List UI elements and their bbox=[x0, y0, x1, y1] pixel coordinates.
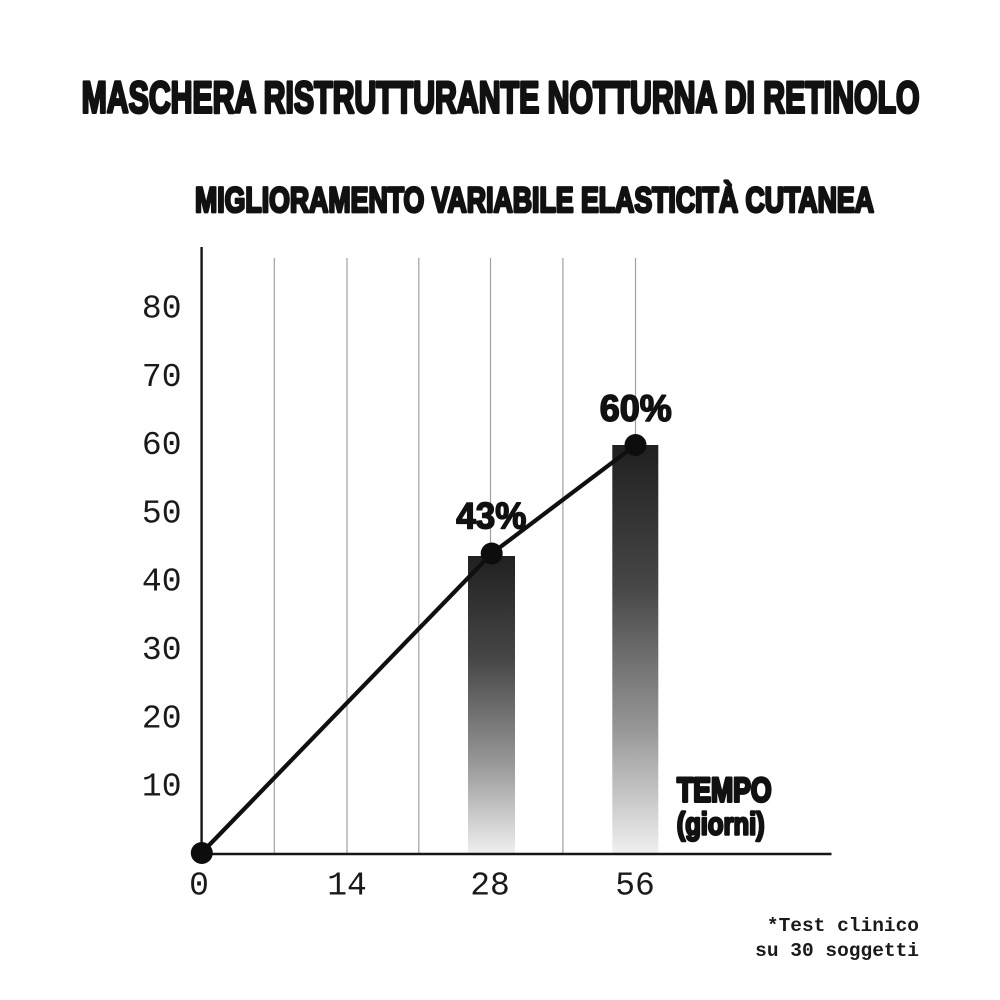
svg-text:28: 28 bbox=[470, 868, 510, 905]
svg-text:30: 30 bbox=[142, 632, 182, 669]
svg-text:43%: 43% bbox=[456, 496, 526, 537]
svg-text:50: 50 bbox=[142, 495, 182, 532]
svg-text:40: 40 bbox=[142, 564, 182, 601]
svg-text:(giorni): (giorni) bbox=[677, 806, 765, 842]
svg-text:TEMPO: TEMPO bbox=[677, 771, 772, 809]
svg-text:70: 70 bbox=[142, 359, 182, 396]
svg-text:su 30 soggetti: su 30 soggetti bbox=[755, 940, 919, 962]
svg-text:14: 14 bbox=[327, 868, 367, 905]
svg-text:10: 10 bbox=[142, 769, 182, 806]
svg-text:60: 60 bbox=[142, 427, 182, 464]
svg-text:60%: 60% bbox=[600, 388, 672, 429]
svg-text:56: 56 bbox=[615, 868, 655, 905]
svg-text:MIGLIORAMENTO VARIABILE ELASTI: MIGLIORAMENTO VARIABILE ELASTICITÀ CUTAN… bbox=[195, 180, 874, 220]
svg-text:80: 80 bbox=[142, 291, 182, 328]
svg-text:0: 0 bbox=[189, 868, 209, 905]
svg-text:MASCHERA RISTRUTTURANTE NOTTUR: MASCHERA RISTRUTTURANTE NOTTURNA DI RETI… bbox=[82, 74, 920, 123]
svg-text:20: 20 bbox=[142, 700, 182, 737]
svg-text:*Test clinico: *Test clinico bbox=[767, 915, 919, 937]
